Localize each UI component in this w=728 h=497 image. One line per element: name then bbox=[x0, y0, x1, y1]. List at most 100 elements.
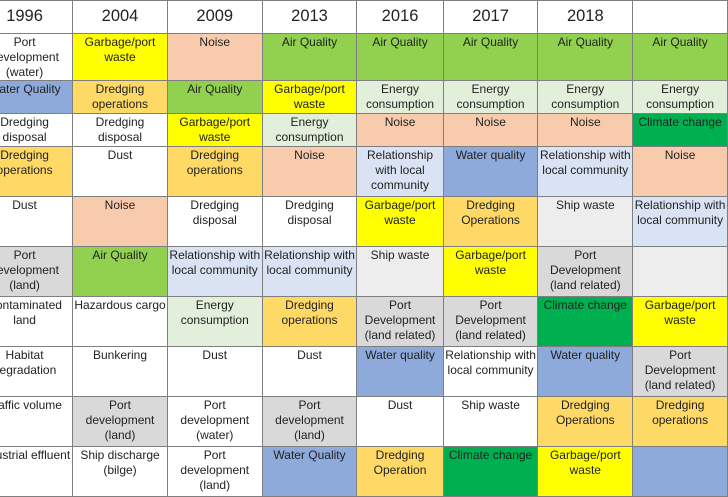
issue-cell: Port Development (land related) bbox=[632, 346, 728, 397]
issue-cell: Energy consumption bbox=[537, 80, 634, 114]
issue-cell: Dredging operations bbox=[166, 146, 263, 197]
issue-cell: Relationship with local community bbox=[442, 346, 539, 397]
issue-cell: Dredging operations bbox=[0, 146, 74, 197]
issue-cell: Air Quality bbox=[442, 33, 539, 81]
issue-cell: Industrial effluent bbox=[0, 446, 74, 497]
rank-row: Port development (water)Garbage/port was… bbox=[0, 33, 728, 81]
issue-cell: Climate change bbox=[442, 446, 539, 497]
issue-cell: Contaminated land bbox=[0, 296, 74, 347]
rank-row: Dredging disposal Dredging disposal Garbag… bbox=[0, 113, 728, 147]
issue-cell: Dust bbox=[166, 346, 263, 397]
issue-cell: Air Quality bbox=[537, 33, 634, 81]
rank-row: Dust Noise Dredging disposal Dredging dispo… bbox=[0, 196, 728, 247]
issue-cell: Port development (land) bbox=[0, 246, 74, 297]
issue-cell: Water quality bbox=[356, 346, 444, 397]
issue-cell: Dredging Operations bbox=[537, 396, 634, 447]
issue-cell: Ship waste bbox=[537, 196, 634, 247]
year-header: 2018 bbox=[537, 0, 634, 34]
issue-cell: Garbage/port waste bbox=[537, 446, 634, 497]
issue-cell: Port Development (land related) bbox=[537, 246, 634, 297]
issue-cell bbox=[632, 446, 728, 497]
issue-cell: Climate change bbox=[537, 296, 634, 347]
issue-cell: Air Quality bbox=[72, 246, 168, 297]
issue-cell: Port development (water) bbox=[166, 396, 263, 447]
issue-cell: Water Quality bbox=[0, 80, 74, 114]
issue-cell: Traffic volume bbox=[0, 396, 74, 447]
issue-cell: Noise bbox=[166, 33, 263, 81]
issue-cell: Port Development (land related) bbox=[356, 296, 444, 347]
issue-cell: Dredging operations bbox=[72, 80, 168, 114]
issue-cell: Relationship with local community bbox=[261, 246, 358, 297]
year-header: 2004 bbox=[72, 0, 168, 34]
issue-cell: Climate change bbox=[632, 113, 728, 147]
issue-cell: Dust bbox=[356, 396, 444, 447]
issue-cell: Noise bbox=[356, 113, 444, 147]
issue-cell: Dredging disposal bbox=[72, 113, 168, 147]
issue-cell: Port development (land) bbox=[166, 446, 263, 497]
issue-cell: Dredging disposal bbox=[0, 113, 74, 147]
issue-cell: Energy consumption bbox=[632, 80, 728, 114]
issue-cell: Energy consumption bbox=[261, 113, 358, 147]
issue-cell: Air Quality bbox=[166, 80, 263, 114]
year-header: 2013 bbox=[261, 0, 358, 34]
rank-row: Port development (land)Air QualityRelati… bbox=[0, 246, 728, 297]
issue-cell: Relationship with local community bbox=[632, 196, 728, 247]
issue-cell: Noise bbox=[632, 146, 728, 197]
issue-cell: Garbage/port waste bbox=[261, 80, 358, 114]
issue-cell: Dust bbox=[261, 346, 358, 397]
issue-cell: Garbage/port waste bbox=[72, 33, 168, 81]
issue-cell: Noise bbox=[72, 196, 168, 247]
issue-cell: Garbage/port waste bbox=[632, 296, 728, 347]
issue-cell: Dust bbox=[0, 196, 74, 247]
issue-cell: Port development (water) bbox=[0, 33, 74, 81]
issue-cell: Air Quality bbox=[356, 33, 444, 81]
issue-cell: Dredging disposal bbox=[261, 196, 358, 247]
issue-cell: Noise bbox=[261, 146, 358, 197]
issue-cell: Dredging operations bbox=[632, 396, 728, 447]
issue-cell: Hazardous cargo bbox=[72, 296, 168, 347]
year-header: 2017 bbox=[442, 0, 539, 34]
issue-cell: Noise bbox=[537, 113, 634, 147]
issue-cell: Water quality bbox=[442, 146, 539, 197]
issue-cell: Bunkering bbox=[72, 346, 168, 397]
rank-row: Habitat degradationBunkeringDustDustWate… bbox=[0, 346, 728, 397]
header-row: 1996 2004 2009 2013 2016 2017 2018 bbox=[0, 0, 728, 34]
issue-cell: Habitat degradation bbox=[0, 346, 74, 397]
issue-cell: Air Quality bbox=[261, 33, 358, 81]
issue-cell: Ship waste bbox=[442, 396, 539, 447]
issue-cell bbox=[632, 246, 728, 297]
year-header bbox=[632, 0, 728, 34]
issue-cell: Dredging Operations bbox=[442, 196, 539, 247]
year-header: 1996 bbox=[0, 0, 74, 34]
issue-cell: Relationship with local community bbox=[166, 246, 263, 297]
issue-cell: Port Development (land related) bbox=[442, 296, 539, 347]
issue-cell: Water quality bbox=[537, 346, 634, 397]
issue-cell: Water Quality bbox=[261, 446, 358, 497]
issue-cell: Energy consumption bbox=[442, 80, 539, 114]
issue-cell: Dredging disposal bbox=[166, 196, 263, 247]
issue-cell: Relationship with local community bbox=[537, 146, 634, 197]
year-header: 2009 bbox=[166, 0, 263, 34]
issue-cell: Port development (land) bbox=[72, 396, 168, 447]
issue-cell: Garbage/port waste bbox=[442, 246, 539, 297]
issue-cell: Dredging operations bbox=[261, 296, 358, 347]
issue-cell: Garbage/port waste bbox=[166, 113, 263, 147]
year-header: 2016 bbox=[356, 0, 444, 34]
issue-cell: Port development (land) bbox=[261, 396, 358, 447]
issue-cell: Noise bbox=[442, 113, 539, 147]
issue-cell: Ship waste bbox=[356, 246, 444, 297]
issue-cell: Relationship with local community bbox=[356, 146, 444, 197]
issue-cell: Dust bbox=[72, 146, 168, 197]
issue-cell: Energy consumption bbox=[356, 80, 444, 114]
issue-cell: Dredging Operation bbox=[356, 446, 444, 497]
issue-cell: Energy consumption bbox=[166, 296, 263, 347]
issue-cell: Air Quality bbox=[632, 33, 728, 81]
issue-cell: Garbage/port waste bbox=[356, 196, 444, 247]
rank-row: Dredging operations Dust Dredging operatio… bbox=[0, 146, 728, 197]
